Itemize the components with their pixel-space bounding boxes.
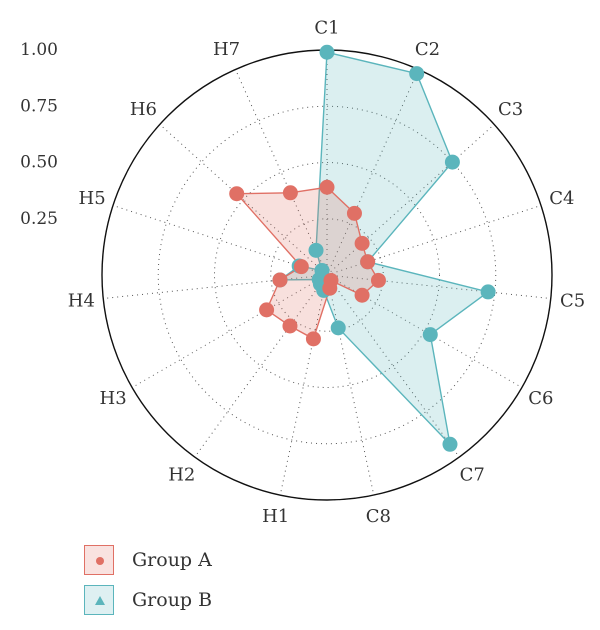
point-group-a-h6 (229, 186, 245, 202)
legend-label-group-b: Group B (132, 589, 213, 611)
legend: Group A Group B (84, 540, 212, 620)
point-group-a-h1 (305, 331, 321, 347)
point-group-a-c8 (322, 280, 338, 296)
point-group-b-c3 (444, 154, 460, 170)
axis-label-h1: H1 (262, 506, 289, 527)
axis-label-h6: H6 (130, 99, 157, 120)
axis-label-h7: H7 (213, 39, 240, 60)
axis-label-h3: H3 (100, 388, 127, 409)
point-group-b-c7 (442, 436, 458, 452)
axis-label-c7: C7 (460, 464, 485, 485)
axis-label-c2: C2 (415, 39, 440, 60)
radial-tick-label: 0.25 (20, 209, 58, 229)
point-group-a-c6 (354, 287, 370, 303)
radial-tick-label: 0.75 (20, 96, 58, 116)
series-area-group-b (277, 51, 490, 447)
legend-key-group-a (84, 545, 114, 575)
grid-circle-3 (157, 105, 497, 445)
axis-label-c4: C4 (549, 188, 574, 209)
axis-label-c5: C5 (560, 290, 585, 311)
point-group-b-h6 (314, 262, 330, 278)
legend-item-group-b: Group B (84, 580, 212, 620)
point-group-a-c2 (346, 205, 362, 221)
point-group-b-h7 (308, 242, 324, 258)
radial-tick-label: 0.50 (20, 153, 58, 173)
axis-label-c3: C3 (498, 99, 523, 120)
radar-labels: C1 C2 C3 C4 C5 C6 C7 C8 H1 H2 H3 H4 H5 H6 H7 0.25 0.50 0.… (20, 18, 585, 528)
point-group-a-c5 (370, 272, 386, 288)
point-group-b-c2 (409, 66, 425, 82)
radial-tick-label: 1.00 (20, 40, 58, 60)
point-group-a-h7 (282, 185, 298, 201)
axis-label-h4: H4 (68, 290, 95, 311)
circle-marker-icon (96, 557, 104, 565)
point-group-a-c4 (360, 254, 376, 270)
axis-label-c6: C6 (528, 388, 553, 409)
axis-label-h5: H5 (79, 188, 106, 209)
legend-label-group-a: Group A (132, 549, 212, 571)
radar-series (229, 44, 496, 452)
axis-label-c8: C8 (366, 506, 391, 527)
triangle-marker-icon (95, 596, 105, 605)
legend-item-group-a: Group A (84, 540, 212, 580)
point-group-a-h3 (259, 302, 275, 318)
point-group-b-c1 (319, 44, 335, 60)
axis-label-c1: C1 (314, 18, 339, 39)
point-group-b-c6 (422, 327, 438, 343)
legend-key-group-b (84, 585, 114, 615)
point-group-a-h2 (282, 318, 298, 334)
point-group-a-h4 (272, 272, 288, 288)
axis-label-h2: H2 (168, 464, 195, 485)
point-group-a-c3 (354, 235, 370, 251)
point-group-a-c1 (319, 179, 335, 195)
point-group-b-c8 (330, 320, 346, 336)
point-group-a-h5 (293, 259, 309, 275)
grid-circle-2 (214, 162, 440, 388)
point-group-b-c5 (480, 284, 496, 300)
